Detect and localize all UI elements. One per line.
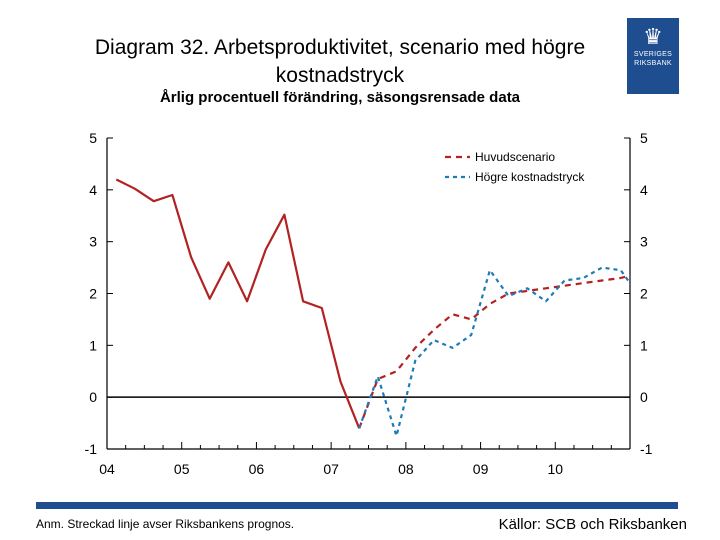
- series-line-1: [358, 274, 631, 429]
- y-tick-label-left: 5: [89, 130, 97, 146]
- y-tick-label-left: 2: [89, 286, 97, 302]
- x-tick-label: 08: [398, 461, 414, 477]
- y-tick-label-right: -1: [640, 441, 653, 457]
- riksbank-logo: ♛ SVERIGES RIKSBANK: [627, 18, 679, 94]
- y-tick-label-left: -1: [85, 441, 98, 457]
- y-tick-label-right: 0: [640, 389, 648, 405]
- footer-bar: [36, 502, 678, 509]
- y-tick-label-right: 2: [640, 286, 648, 302]
- footnote: Anm. Streckad linje avser Riksbankens pr…: [36, 517, 295, 531]
- y-tick-label-left: 3: [89, 234, 97, 250]
- series-line-2: [358, 266, 631, 438]
- legend-label-2: Högre kostnadstryck: [475, 170, 585, 184]
- legend-label-1: Huvudscenario: [475, 150, 555, 164]
- series-line-0: [115, 178, 361, 429]
- line-chart: 5 54 43 32 21 10 0-1 -104 05 06 07 08 09 10 Huvudscen…: [85, 130, 653, 477]
- y-tick-label-left: 4: [89, 182, 97, 198]
- y-tick-label-right: 5: [640, 130, 648, 146]
- x-tick-label: 09: [473, 461, 489, 477]
- x-tick-label: 04: [99, 461, 115, 477]
- y-tick-label-right: 1: [640, 337, 648, 353]
- crown-icon: ♛: [643, 24, 663, 49]
- chart-subtitle: Årlig procentuell förändring, säsongsren…: [159, 89, 521, 106]
- source-text: Källor: SCB och Riksbanken: [498, 516, 687, 533]
- y-tick-label-right: 4: [640, 182, 648, 198]
- y-tick-label-left: 0: [89, 389, 97, 405]
- x-tick-label: 10: [547, 461, 563, 477]
- y-tick-label-right: 3: [640, 234, 648, 250]
- logo-text-1: SVERIGES: [633, 51, 673, 58]
- y-tick-label-left: 1: [89, 337, 97, 353]
- chart-title: Diagram 32. Arbetsproduktivitet, scenari…: [94, 36, 586, 87]
- logo-text-2: RIKSBANK: [634, 60, 672, 67]
- x-tick-label: 05: [174, 461, 190, 477]
- x-tick-label: 07: [323, 461, 339, 477]
- x-tick-label: 06: [249, 461, 265, 477]
